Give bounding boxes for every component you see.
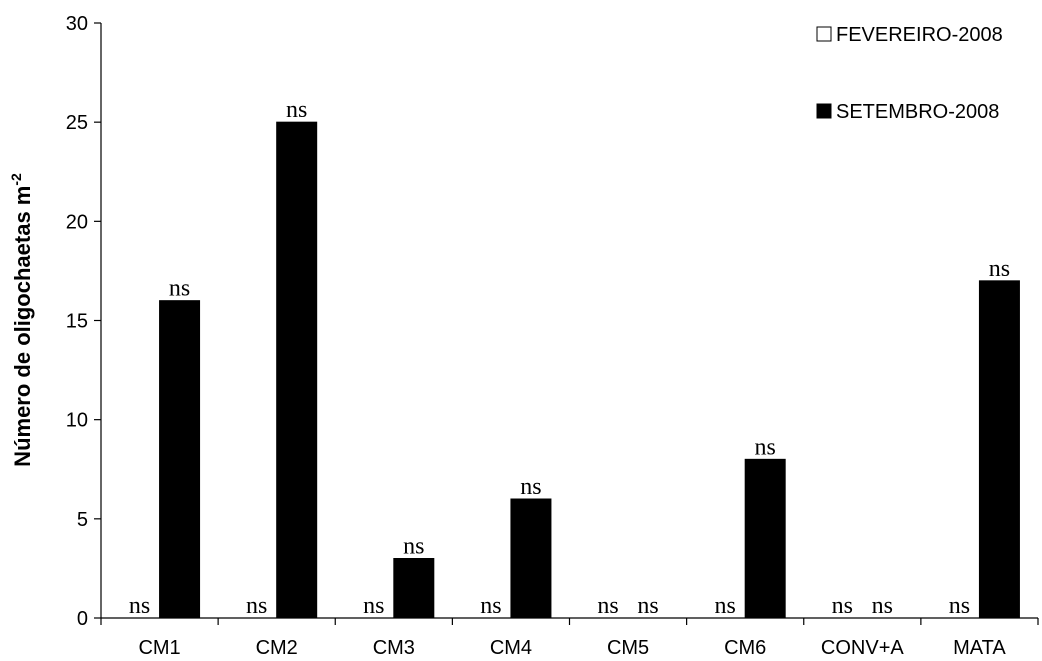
annotation-label: ns <box>403 534 424 560</box>
y-tick-label: 15 <box>66 311 88 333</box>
bar-setembro <box>510 498 552 619</box>
legend-label: FEVEREIRO-2008 <box>836 24 1003 46</box>
annotation-label: ns <box>129 593 150 619</box>
legend: FEVEREIRO-2008 SETEMBRO-2008 <box>816 24 1003 123</box>
y-axis-label-text: Número de oligochaetas m-2 <box>8 173 35 467</box>
x-category-label: CM1 <box>138 637 180 659</box>
annotation-label: ns <box>480 593 501 619</box>
y-axis-label-group: Número de oligochaetas m-2 <box>8 173 35 467</box>
bar-setembro <box>159 300 201 619</box>
annotation-label: ns <box>637 593 658 619</box>
annotation-label: ns <box>520 474 541 500</box>
x-category-label: CONV+A <box>821 637 904 659</box>
y-tick-label: 0 <box>77 608 88 630</box>
annotation-label: ns <box>246 593 267 619</box>
y-tick-label: 10 <box>66 410 88 432</box>
x-category-label: CM3 <box>373 637 415 659</box>
bar-setembro <box>978 280 1020 619</box>
y-axis-label-main: Número de oligochaetas m <box>10 186 35 467</box>
y-axis-label: Número de oligochaetas m-2 <box>8 173 35 467</box>
annotation-label: ns <box>597 593 618 619</box>
bar-setembro <box>276 121 318 619</box>
annotation-label: ns <box>715 593 736 619</box>
bar-setembro <box>744 458 786 619</box>
y-tick-label: 25 <box>66 112 88 134</box>
y-axis-label-superscript: -2 <box>8 173 24 186</box>
x-category-label: CM5 <box>607 637 649 659</box>
annotation-label: ns <box>989 256 1010 282</box>
y-tick-label: 5 <box>77 509 88 531</box>
x-category-label: CM4 <box>490 637 532 659</box>
annotation-label: ns <box>363 593 384 619</box>
annotation-label: ns <box>169 276 190 302</box>
legend-label: SETEMBRO-2008 <box>836 101 999 123</box>
legend-swatch <box>816 26 832 42</box>
x-category-label: MATA <box>953 637 1006 659</box>
annotation-label: ns <box>755 434 776 460</box>
annotation-label: ns <box>286 97 307 123</box>
y-tick-label: 30 <box>66 13 88 35</box>
x-axis-categories: CM1 CM2 CM3 CM4 CM5 CM6 CONV+A MATA <box>100 618 1039 659</box>
annotation-label: ns <box>949 593 970 619</box>
x-category-label: CM6 <box>724 637 766 659</box>
x-category-label: CM2 <box>256 637 298 659</box>
bar-setembro <box>393 558 435 619</box>
annotation-label: ns <box>832 593 853 619</box>
annotation-label: ns <box>872 593 893 619</box>
y-tick-label: 20 <box>66 211 88 233</box>
bars <box>159 121 1020 619</box>
y-axis-ticks: 0 5 10 15 20 25 30 <box>66 13 101 630</box>
legend-swatch <box>816 103 832 119</box>
